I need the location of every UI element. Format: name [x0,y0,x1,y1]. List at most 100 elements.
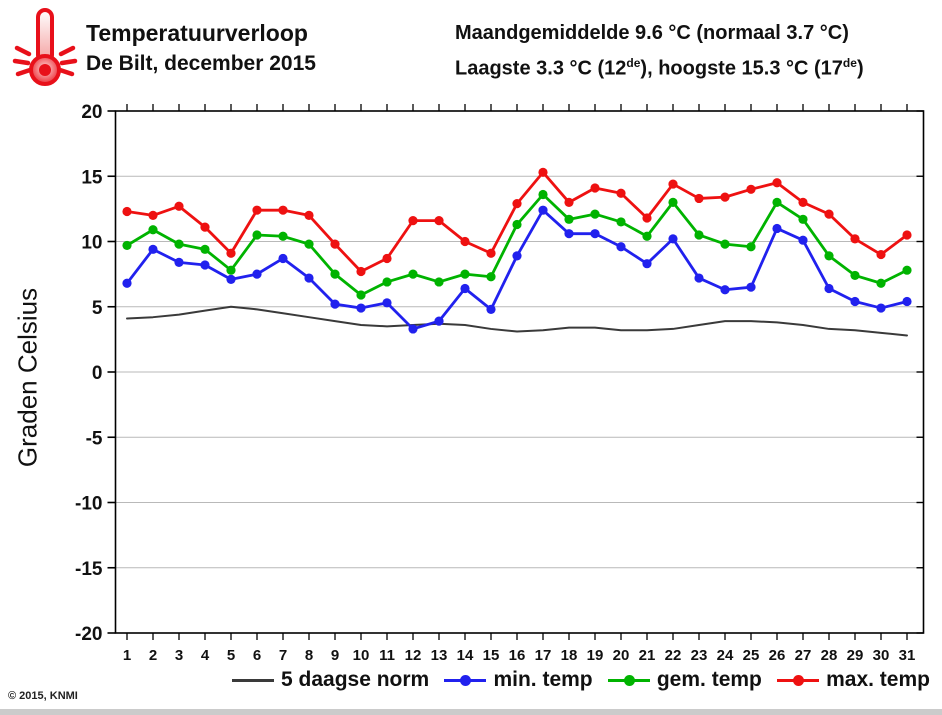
data-point [408,324,418,334]
y-tick-label: 0 [92,363,103,384]
data-point [122,240,132,251]
y-tick-label: 20 [81,102,102,123]
data-point [798,197,808,207]
x-tick-label: 18 [561,647,578,664]
data-point [434,277,444,287]
x-tick-label: 11 [379,647,395,664]
x-tick-label: 2 [149,647,157,664]
data-point [876,249,886,260]
x-tick-label: 31 [899,647,916,664]
data-point [200,260,210,270]
data-point [226,248,236,258]
legend-item-max-temp: max. temp [777,668,930,692]
x-tick-label: 25 [743,647,760,664]
y-tick-label: -15 [75,559,103,580]
x-tick-label: 3 [175,647,183,664]
data-point [512,199,522,209]
data-point [174,257,184,267]
data-point [226,274,236,284]
data-point [382,277,392,287]
data-point [330,239,340,249]
data-point [642,213,652,223]
data-point [382,298,392,308]
x-tick-label: 15 [483,647,500,664]
x-tick-label: 4 [201,647,210,664]
y-tick-label: 10 [81,233,102,254]
data-point [486,272,496,282]
x-tick-label: 28 [821,647,838,664]
data-point [538,167,548,177]
stat-min-max: Laagste 3.3 °C (12de), hoogste 15.3 °C (… [455,56,864,80]
data-point [824,251,834,261]
data-point [252,269,262,279]
x-tick-label: 20 [613,647,630,664]
data-point [330,269,340,279]
data-point [460,269,470,279]
data-point [850,234,860,244]
data-point [538,205,548,215]
x-tick-label: 1 [123,647,131,664]
x-tick-label: 26 [769,647,786,664]
data-point [304,239,314,249]
x-tick-label: 27 [795,647,812,664]
x-tick-label: 7 [279,647,287,664]
data-point [590,183,600,193]
data-point [694,273,704,283]
data-point [148,244,158,254]
data-point [642,259,652,269]
thermometer-icon [12,8,78,86]
x-tick-label: 6 [253,647,261,664]
data-point [434,316,444,326]
y-tick-label: -10 [75,494,102,515]
min-temp-swatch [444,675,487,686]
data-point [304,210,314,220]
data-point [174,201,184,211]
data-point [252,230,262,240]
data-point [616,188,626,198]
data-point [902,296,912,307]
data-point [694,230,704,240]
data-point [798,235,808,245]
data-point [226,265,236,275]
data-point [486,304,496,314]
y-tick-label: 15 [81,167,103,188]
data-point [642,231,652,241]
data-point [278,205,288,215]
data-point [720,239,730,249]
data-point [356,303,366,313]
data-point [564,229,574,239]
data-point [902,230,912,240]
data-point [720,192,730,202]
data-point [200,244,210,254]
legend-item-min-temp: min. temp [444,668,593,692]
y-tick-label: -5 [86,428,103,449]
data-point [434,216,444,226]
x-tick-label: 17 [535,647,552,664]
data-point [538,189,548,200]
data-point [590,209,600,219]
x-tick-label: 9 [331,647,339,664]
x-tick-label: 29 [847,647,864,664]
data-point [668,234,678,244]
data-point [668,197,678,207]
data-point [850,296,860,307]
data-point [564,197,574,207]
data-point [616,242,626,252]
data-point [122,206,132,217]
gem-temp-swatch [607,675,650,686]
data-point [408,269,418,279]
series-line-gem-temp [125,193,909,297]
chart-subtitle: De Bilt, december 2015 [86,52,316,75]
norm-line-swatch [232,675,274,685]
series-line-5-daagse-norm [126,305,908,337]
x-tick-label: 5 [227,647,235,664]
data-point [798,214,808,224]
x-tick-label: 10 [353,647,370,664]
window-bottom-edge [0,709,942,715]
x-tick-label: 21 [639,647,656,664]
legend-item-norm: 5 daagse norm [232,668,429,692]
y-tick-label: -20 [75,624,102,645]
x-tick-label: 19 [587,647,604,664]
